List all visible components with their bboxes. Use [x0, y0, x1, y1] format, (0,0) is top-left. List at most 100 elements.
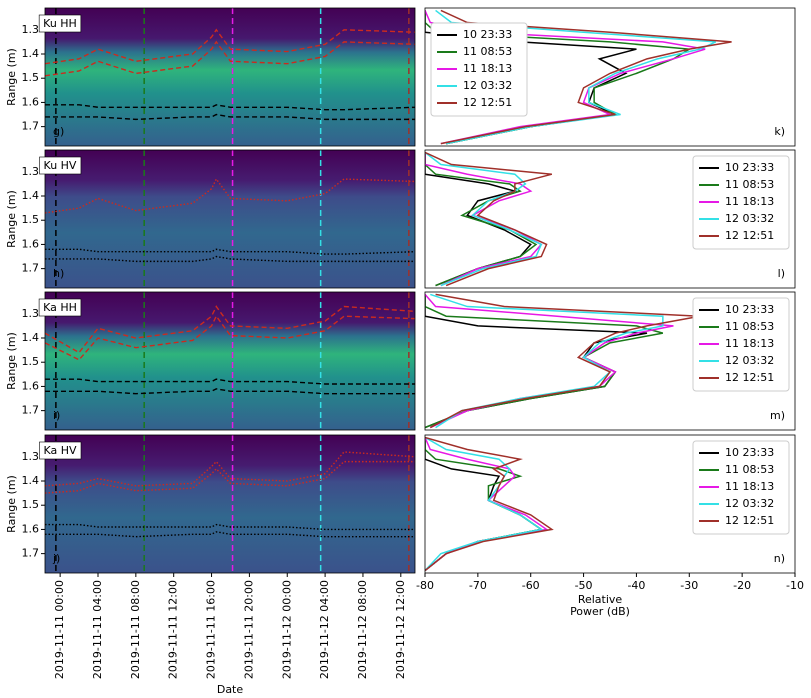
- y-tick-label: 1.5: [22, 213, 40, 226]
- x-tick-label: -60: [522, 579, 540, 592]
- panel: [45, 150, 415, 288]
- y-axis-label: Range (m): [5, 332, 18, 390]
- legend-label: 12 12:51: [725, 371, 774, 384]
- legend-label: 12 03:32: [463, 79, 512, 92]
- legend-label: 11 18:13: [725, 195, 774, 208]
- trace: [45, 248, 415, 255]
- trace: [45, 388, 415, 395]
- panel: [425, 151, 553, 287]
- frame: [424, 7, 796, 147]
- y-axis-label: Range (m): [5, 48, 18, 106]
- panel-letter: h): [53, 267, 64, 280]
- panel: [45, 292, 415, 430]
- y-tick-label: 1.4: [22, 189, 40, 202]
- x-tick-label: 2019-11-11 12:00: [167, 580, 180, 679]
- trace: [45, 531, 415, 538]
- panel-name: Ka HV: [43, 444, 77, 457]
- panel-name: Ku HV: [44, 159, 77, 172]
- legend-label: 11 08:53: [725, 463, 774, 476]
- trace: [45, 523, 415, 531]
- legend-label: 10 23:33: [725, 161, 774, 174]
- panel-name-box: [39, 156, 82, 175]
- panel-name-box: [39, 441, 82, 460]
- x-tick-label: -10: [786, 579, 804, 592]
- profile-line: [425, 152, 538, 287]
- trace: [45, 305, 415, 354]
- x-tick-label: -80: [416, 579, 434, 592]
- x-tick-label: 2019-11-12 12:00: [394, 580, 407, 679]
- profile-line: [425, 294, 664, 429]
- x-tick-label: 2019-11-12 08:00: [356, 580, 369, 679]
- legend-label: 12 03:32: [725, 497, 774, 510]
- profile-line: [425, 151, 553, 287]
- trace: [45, 40, 415, 77]
- y-tick-label: 1.3: [22, 165, 40, 178]
- x-tick-label: -40: [627, 579, 645, 592]
- legend-box: [692, 297, 790, 392]
- y-tick-label: 1.4: [22, 331, 40, 344]
- legend-label: 11 18:13: [725, 337, 774, 350]
- x-tick-label: 2019-11-12 00:00: [280, 580, 293, 679]
- y-tick-label: 1.7: [22, 547, 40, 560]
- y-axis-label: Range (m): [5, 475, 18, 533]
- y-tick-label: 1.6: [22, 237, 40, 250]
- legend-label: 12 12:51: [463, 96, 512, 109]
- x-tick-label: -70: [469, 579, 487, 592]
- x-tick-label: 2019-11-11 16:00: [205, 580, 218, 679]
- profile-line: [425, 151, 543, 287]
- profile-line: [425, 436, 554, 572]
- legend-label: 11 18:13: [725, 480, 774, 493]
- panel-name: Ka HH: [43, 301, 77, 314]
- x-tick-label: -20: [733, 579, 751, 592]
- y-tick-label: 1.7: [22, 262, 40, 275]
- x-tick-label: 2019-11-12 04:00: [318, 580, 331, 679]
- trace: [45, 378, 415, 385]
- profile-line: [425, 152, 532, 287]
- legend-label: 10 23:33: [725, 446, 774, 459]
- y-tick-label: 1.3: [22, 307, 40, 320]
- x-tick-label: 2019-11-11 20:00: [242, 580, 255, 679]
- y-tick-label: 1.4: [22, 47, 40, 60]
- panel-letter: l): [778, 267, 785, 280]
- panel-name-box: [38, 14, 82, 33]
- legend-label: 11 08:53: [725, 320, 774, 333]
- legend-box: [692, 155, 790, 250]
- x-axis-label: Relative: [578, 593, 623, 606]
- legend-label: 12 03:32: [725, 212, 774, 225]
- legend-label: 12 03:32: [725, 354, 774, 367]
- trace: [45, 113, 415, 121]
- y-tick-label: 1.3: [22, 450, 40, 463]
- legend-label: 11 08:53: [725, 178, 774, 191]
- frame: [424, 149, 796, 289]
- heatmap: [45, 292, 415, 430]
- legend-label: 12 12:51: [725, 514, 774, 527]
- x-tick-label: 2019-11-11 00:00: [53, 580, 66, 679]
- panel: [45, 8, 415, 146]
- x-tick-label: 2019-11-11 04:00: [91, 580, 104, 679]
- legend-label: 10 23:33: [725, 303, 774, 316]
- profile-line: [425, 437, 544, 572]
- panel-letter: k): [774, 125, 785, 138]
- trace: [45, 314, 415, 361]
- panel-letter: m): [770, 409, 785, 422]
- legend-label: 11 08:53: [463, 45, 512, 58]
- panel: [425, 293, 700, 429]
- heatmap: [45, 8, 415, 146]
- y-tick-label: 1.5: [22, 71, 40, 84]
- y-tick-label: 1.6: [22, 379, 40, 392]
- trace: [45, 451, 415, 487]
- legend-label: 12 12:51: [725, 229, 774, 242]
- y-tick-label: 1.6: [22, 95, 40, 108]
- trace: [45, 104, 415, 111]
- heatmap: [45, 150, 415, 288]
- panel-letter: i): [53, 409, 60, 422]
- x-axis-label: Date: [217, 683, 244, 696]
- y-tick-label: 1.4: [22, 474, 40, 487]
- profile-line: [429, 293, 700, 429]
- profile-line: [425, 436, 544, 572]
- frame: [44, 149, 416, 289]
- x-tick-label: -30: [680, 579, 698, 592]
- trace: [45, 255, 415, 263]
- x-axis-label: Power (dB): [570, 605, 630, 618]
